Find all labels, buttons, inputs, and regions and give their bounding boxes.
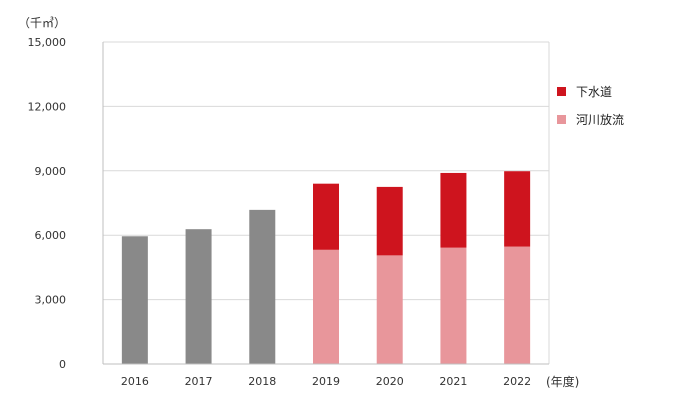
legend-label: 河川放流: [576, 112, 624, 127]
bar-river-2019: [313, 249, 339, 364]
legend-label: 下水道: [576, 85, 612, 99]
legend-swatch: [557, 87, 566, 96]
y-tick-label: 12,000: [28, 100, 67, 113]
bar-total-2018: [249, 209, 276, 364]
y-tick-label: 6,000: [35, 229, 67, 242]
y-axis-unit-label: （千㎥）: [18, 16, 66, 30]
bar-river-2020: [376, 255, 403, 364]
axes: 0 3,000 6,000 9,000 12,000 15,000 2016 2017 2018…: [28, 36, 549, 388]
bar-total-2016: [121, 236, 148, 364]
x-tick-label: 2016: [121, 375, 149, 388]
x-tick-label: 2019: [312, 375, 340, 388]
x-tick-label: 2020: [376, 375, 404, 388]
bars: [121, 171, 531, 364]
x-tick-label: 2017: [185, 375, 213, 388]
x-axis-unit-label: (年度): [546, 374, 579, 389]
x-tick-label: 2018: [248, 375, 276, 388]
x-tick-label: 2022: [503, 375, 531, 388]
bar-river-2021: [440, 247, 467, 364]
bar-sewer-2019: [313, 183, 339, 250]
bar-sewer-2021: [440, 172, 467, 248]
x-tick-label: 2021: [439, 375, 467, 388]
y-tick-label: 9,000: [35, 165, 67, 178]
bar-river-2022: [504, 246, 531, 364]
bar-sewer-2020: [376, 186, 403, 256]
bar-total-2017: [185, 229, 212, 364]
y-tick-label: 3,000: [35, 294, 67, 307]
legend-swatch: [557, 115, 566, 124]
bar-sewer-2022: [504, 171, 531, 247]
y-tick-label: 15,000: [28, 36, 67, 49]
y-tick-label: 0: [59, 358, 66, 371]
